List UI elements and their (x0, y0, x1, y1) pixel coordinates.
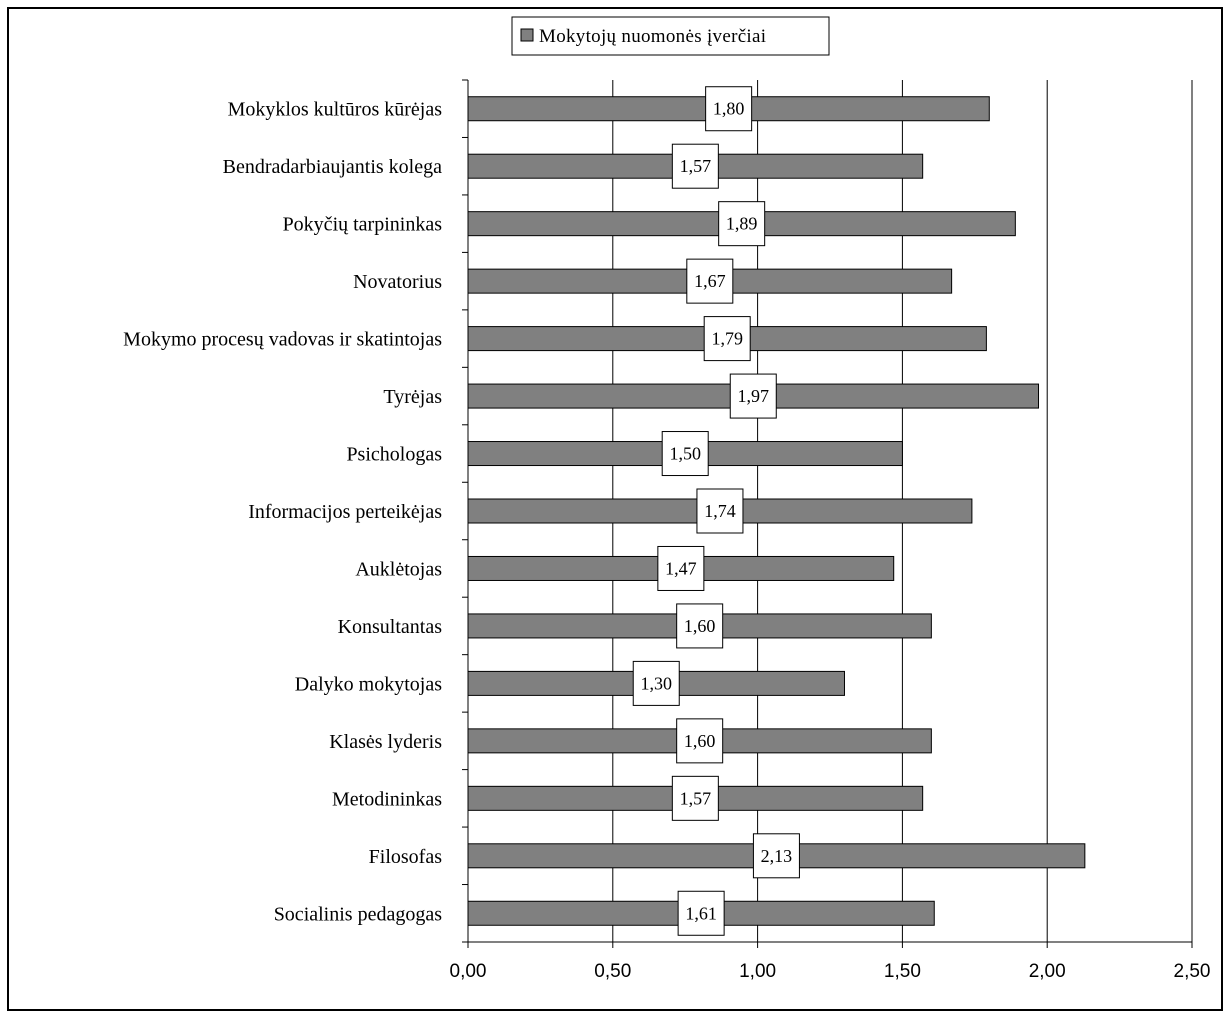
legend-label: Mokytojų nuomonės įverčiai (539, 26, 766, 47)
x-tick-label: 1,50 (884, 961, 921, 982)
data-label-box (718, 201, 766, 247)
category-label: Informacijos perteikėjas (248, 501, 442, 523)
category-label: Klasės lyderis (329, 731, 442, 753)
data-label-box (671, 143, 719, 189)
x-tick-label: 2,50 (1174, 961, 1211, 982)
data-label: 1,74 (704, 501, 736, 521)
x-tick-label: 1,00 (739, 961, 776, 982)
legend-box (511, 16, 830, 56)
data-label-box (671, 775, 719, 821)
data-label-box (676, 603, 724, 649)
category-label: Pokyčių tarpininkas (283, 214, 443, 236)
data-label-box (677, 890, 725, 936)
data-label-box (696, 488, 744, 534)
data-label-box (632, 660, 680, 706)
category-label: Psichologas (346, 444, 442, 466)
category-label: Novatorius (353, 271, 442, 293)
data-label-box (657, 545, 705, 591)
legend: Mokytojų nuomonės įverčiai (511, 16, 830, 56)
legend-swatch (520, 28, 534, 42)
x-tick-label: 0,00 (450, 961, 487, 982)
category-label: Metodininkas (332, 788, 442, 810)
category-label: Filosofas (369, 846, 443, 868)
data-label: 1,30 (640, 673, 672, 693)
data-label-box (729, 373, 777, 419)
bars (467, 96, 1086, 926)
data-label: 1,79 (711, 329, 743, 349)
data-label: 1,57 (680, 788, 712, 808)
category-label: Tyrėjas (383, 386, 442, 408)
data-label: 2,13 (761, 846, 793, 866)
data-label-box (705, 86, 753, 132)
data-label: 1,97 (738, 386, 770, 406)
data-label: 1,47 (665, 558, 697, 578)
category-label: Dalyko mokytojas (295, 673, 442, 695)
category-label: Bendradarbiaujantis kolega (223, 156, 442, 178)
data-label: 1,67 (694, 271, 726, 291)
data-label: 1,80 (713, 99, 745, 119)
category-label: Socialinis pedagogas (274, 903, 443, 925)
data-label: 1,60 (684, 731, 716, 751)
axes (462, 79, 1193, 948)
data-label: 1,60 (684, 616, 716, 636)
data-label-box (686, 258, 734, 304)
category-label: Auklėtojas (355, 558, 442, 580)
data-label: 1,50 (669, 444, 701, 464)
data-label: 1,89 (726, 214, 758, 234)
category-label: Mokyklos kultūros kūrėjas (228, 99, 443, 121)
data-label: 1,61 (685, 903, 717, 923)
data-label-box (752, 833, 800, 879)
labels: 0,00 0,50 1,00 1,50 2,00 2,50 Mokyklos kultūro… (123, 86, 1211, 982)
data-label-box (661, 431, 709, 477)
category-label: Konsultantas (338, 616, 443, 638)
data-label-box (703, 316, 751, 362)
data-label: 1,57 (680, 156, 712, 176)
x-tick-label: 2,00 (1029, 961, 1066, 982)
category-label: Mokymo procesų vadovas ir skatintojas (123, 329, 442, 351)
data-label-box (676, 718, 724, 764)
x-tick-label: 0,50 (594, 961, 631, 982)
